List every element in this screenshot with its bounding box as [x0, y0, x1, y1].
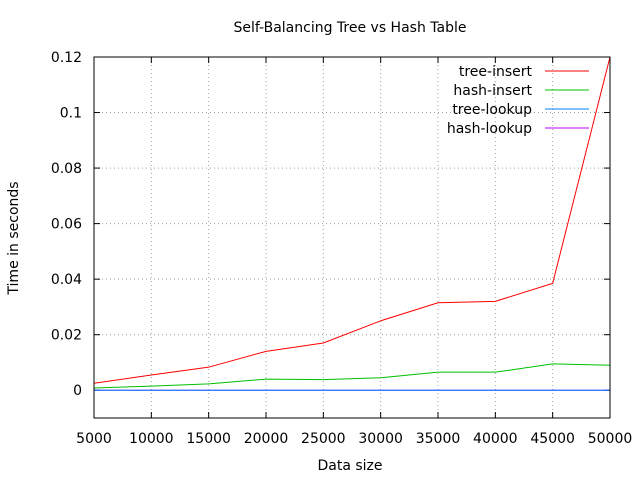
x-axis-label: Data size: [317, 458, 382, 474]
x-tick-label: 35000: [416, 431, 461, 447]
plot-frame: [93, 56, 611, 419]
plot-lines: [93, 56, 611, 391]
y-tick-label: 0.02: [51, 328, 82, 344]
x-tick-label: 5000: [76, 431, 112, 447]
x-tick-label: 30000: [358, 431, 403, 447]
y-tick-label: 0.08: [51, 161, 82, 177]
x-tick-label: 20000: [244, 431, 289, 447]
x-tick-label: 40000: [473, 431, 518, 447]
legend-label: hash-insert: [453, 83, 532, 99]
y-axis-label: Time in seconds: [6, 181, 22, 295]
y-tick-label: 0.12: [51, 50, 82, 66]
legend-label: hash-lookup: [447, 121, 532, 137]
x-tick-label: 25000: [301, 431, 346, 447]
x-tick-label: 10000: [129, 431, 174, 447]
series-line-hash-insert: [93, 363, 611, 389]
x-tick-label: 15000: [186, 431, 231, 447]
chart-title: Self-Balancing Tree vs Hash Table: [233, 20, 466, 36]
tick-labels: 5000 10000 15000 20000 25000 30000 35000 40000 4…: [51, 50, 632, 447]
legend: tree-insert hash-insert tree-lookup hash-lo…: [447, 64, 589, 137]
y-tick-label: 0.06: [51, 217, 82, 233]
series-line-tree-insert: [93, 56, 611, 384]
y-tick-label: 0.04: [51, 272, 82, 288]
ticks: [93, 56, 611, 418]
legend-label: tree-lookup: [452, 102, 532, 118]
y-tick-label: 0: [73, 383, 82, 399]
grid: [94, 57, 610, 418]
y-tick-label: 0.1: [60, 106, 82, 122]
x-tick-label: 50000: [588, 431, 633, 447]
legend-label: tree-insert: [459, 64, 533, 80]
x-tick-label: 45000: [530, 431, 575, 447]
